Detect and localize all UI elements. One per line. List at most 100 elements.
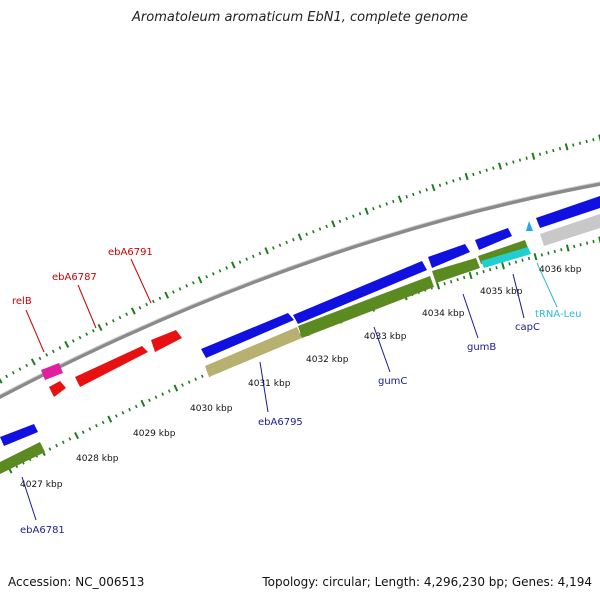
tick-mark	[64, 340, 70, 348]
tick-mark	[458, 177, 462, 181]
tick-mark	[412, 192, 415, 197]
tick-mark	[372, 207, 375, 211]
tick-mark	[598, 236, 600, 244]
tick-mark	[48, 447, 52, 451]
cds-ebA6787[interactable]	[75, 346, 148, 387]
cds-forward-1[interactable]	[0, 424, 38, 446]
tick-mark	[140, 399, 146, 407]
cds-relB[interactable]	[41, 363, 63, 380]
tick-mark	[482, 269, 485, 274]
tick-mark	[145, 302, 149, 307]
tick-mark	[230, 261, 236, 269]
tick-mark	[418, 190, 422, 194]
tick-mark	[527, 256, 531, 261]
gene-capC[interactable]	[478, 240, 528, 264]
cds-forward-3[interactable]	[293, 261, 427, 324]
scale-label: 4033 kbp	[364, 332, 407, 342]
tick-mark	[58, 346, 62, 350]
tick-mark	[61, 440, 65, 444]
tick-mark	[385, 202, 388, 206]
tick-mark	[11, 371, 15, 375]
genome-title: Aromatoleum aromaticum EbN1, complete ge…	[132, 10, 468, 25]
tick-mark	[181, 383, 184, 387]
label-ebA6787: ebA6787	[52, 272, 97, 283]
tick-mark	[331, 220, 336, 228]
tick-mark	[501, 262, 505, 270]
cds-ebA6791[interactable]	[151, 330, 182, 352]
tick-mark	[5, 374, 9, 379]
label-capC: capC	[515, 322, 540, 333]
tick-mark	[592, 138, 595, 142]
tick-mark	[238, 260, 242, 264]
tick-mark	[292, 238, 295, 242]
tick-mark	[438, 183, 442, 187]
tick-mark	[105, 322, 109, 326]
tick-mark	[154, 395, 158, 399]
tick-mark	[91, 329, 95, 333]
gene-ebA6795[interactable]	[205, 327, 302, 377]
cds-forward-2[interactable]	[201, 313, 294, 358]
tick-mark	[45, 353, 49, 357]
tick-mark	[475, 271, 479, 276]
feature-labels: relB ebA6787 ebA6791 ebA6795 gumC gumB c…	[12, 247, 581, 536]
tick-mark	[151, 299, 155, 304]
label-gumC: gumC	[378, 376, 407, 387]
tick-mark	[164, 291, 170, 299]
tick-mark	[121, 411, 125, 415]
tick-mark	[578, 141, 582, 145]
tick-mark	[540, 253, 544, 257]
tick-mark	[138, 306, 142, 310]
cds-forward-6[interactable]	[536, 196, 600, 228]
tick-mark	[225, 266, 229, 270]
tick-mark	[178, 287, 182, 291]
scale-labels: 4027 kbp 4028 kbp 4029 kbp 4030 kbp 4031…	[20, 265, 582, 490]
tick-mark	[167, 389, 171, 393]
trna-leu[interactable]	[481, 247, 531, 268]
genome-summary-text: Topology: circular; Length: 4,296,230 bp…	[262, 575, 592, 589]
tick-mark	[485, 168, 488, 172]
tick-mark	[211, 272, 215, 276]
scale-label: 4032 kbp	[306, 355, 349, 365]
tick-mark	[547, 251, 550, 255]
tick-mark	[30, 358, 36, 366]
tick-mark	[364, 207, 369, 215]
trna-marker[interactable]	[526, 221, 533, 231]
tick-mark	[443, 282, 446, 286]
label-leaders	[21, 258, 558, 521]
tick-mark	[531, 152, 536, 160]
scale-label: 4034 kbp	[422, 309, 465, 319]
pseudo-gene[interactable]	[540, 214, 600, 246]
tick-mark	[345, 217, 348, 221]
gene-gumB[interactable]	[432, 258, 480, 283]
tick-mark	[197, 276, 203, 284]
gene-1[interactable]	[0, 442, 45, 474]
scale-label: 4030 kbp	[190, 404, 233, 414]
tick-mark	[538, 152, 542, 156]
tick-mark	[285, 240, 288, 245]
tick-mark	[492, 166, 495, 170]
scale-label: 4031 kbp	[248, 379, 291, 389]
tick-mark	[425, 188, 428, 192]
tick-mark	[305, 232, 308, 236]
gene-gumC[interactable]	[298, 276, 434, 338]
cds-forward-4[interactable]	[428, 244, 470, 268]
tick-mark	[194, 377, 198, 381]
tick-mark	[318, 227, 322, 231]
cds-relB-lower[interactable]	[49, 381, 66, 397]
tick-mark	[585, 139, 588, 144]
scale-label: 4036 kbp	[539, 265, 582, 275]
tick-mark	[445, 181, 448, 185]
genome-backbone-highlight	[0, 181, 600, 396]
cds-forward-5[interactable]	[475, 228, 512, 250]
tick-mark	[0, 377, 3, 384]
tick-mark	[572, 143, 575, 147]
tick-mark	[592, 239, 595, 244]
tick-mark	[101, 420, 105, 425]
tick-mark	[130, 307, 136, 315]
tick-mark	[81, 430, 85, 434]
tick-mark	[158, 296, 162, 300]
tick-mark	[468, 271, 473, 280]
tick-mark	[191, 281, 195, 285]
tick-mark	[173, 384, 179, 392]
